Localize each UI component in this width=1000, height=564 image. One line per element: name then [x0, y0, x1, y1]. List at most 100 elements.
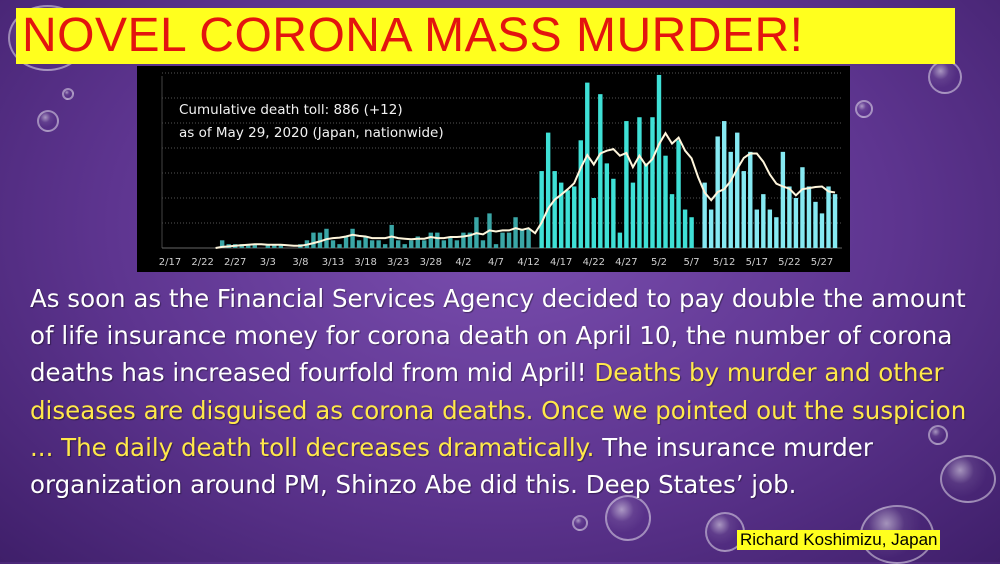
bar-day-40	[428, 232, 433, 248]
bar-day-58	[545, 132, 551, 248]
chart-annotation-date: as of May 29, 2020 (Japan, nationwide)	[179, 125, 444, 141]
bar-day-95	[787, 186, 792, 248]
bar-day-87	[735, 132, 740, 248]
bar-day-88	[741, 171, 746, 248]
bar-day-39	[422, 240, 427, 248]
bubble-decoration	[572, 515, 588, 531]
bar-day-42	[441, 240, 447, 248]
bar-day-51	[500, 232, 505, 248]
bar-day-80	[689, 217, 694, 248]
x-tick-label: 2/17	[159, 257, 181, 268]
bar-day-43	[448, 236, 453, 248]
bar-day-82	[702, 182, 707, 248]
x-tick-label: 5/17	[746, 257, 768, 268]
chart-panel: 2/17 2/22 2/27 3/3 3/8 3/13 3/18 3/23 3/28 4/2 4/7…	[137, 66, 850, 272]
bar-day-44	[454, 240, 460, 248]
daily-deaths-chart: 2/17 2/22 2/27 3/3 3/8 3/13 3/18 3/23 3/28 4/2 4/7…	[159, 72, 842, 268]
bar-day-100	[819, 213, 825, 248]
x-tick-label: 2/27	[224, 257, 246, 268]
x-tick-label: 3/23	[387, 257, 409, 268]
x-tick-label: 2/22	[191, 257, 213, 268]
bar-day-25	[330, 240, 336, 248]
bar-day-35	[396, 240, 401, 248]
bar-day-76	[663, 155, 668, 248]
body-text-highlight: Deaths by murder and other diseases are …	[30, 358, 967, 462]
bar-day-31	[369, 240, 375, 248]
body-paragraph: As soon as the Financial Services Agency…	[30, 280, 970, 503]
bar-day-68	[611, 178, 616, 248]
bar-day-33	[382, 244, 388, 248]
x-tick-label: 5/12	[713, 257, 735, 268]
bar-day-27	[343, 236, 349, 248]
bar-day-55	[526, 228, 531, 248]
x-tick-label: 3/28	[420, 257, 442, 268]
bar-day-29	[356, 240, 362, 248]
bar-day-12	[246, 244, 251, 248]
bar-day-86	[728, 151, 733, 248]
bar-day-16	[272, 244, 277, 248]
chart-annotation-total: Cumulative death toll: 886 (+12)	[179, 102, 403, 118]
bar-day-71	[630, 182, 636, 248]
bar-day-78	[676, 140, 681, 248]
bar-day-99	[813, 201, 818, 248]
bar-day-36	[402, 244, 407, 248]
bar-day-62	[572, 186, 577, 248]
x-tick-label: 4/12	[517, 257, 539, 268]
x-tick-label: 5/7	[684, 257, 700, 268]
bar-day-93	[774, 217, 779, 248]
bar-day-102	[832, 194, 838, 248]
bar-day-96	[793, 198, 799, 248]
bar-day-17	[278, 244, 284, 248]
bar-day-57	[539, 171, 544, 248]
bar-day-72	[637, 117, 642, 248]
bar-day-92	[767, 209, 773, 248]
bar-day-66	[598, 94, 603, 249]
bar-day-22	[311, 232, 316, 248]
bar-day-98	[806, 186, 812, 248]
bar-day-70	[624, 121, 629, 248]
bar-day-54	[519, 228, 525, 248]
bar-day-41	[435, 232, 440, 248]
x-tick-label: 4/22	[583, 257, 605, 268]
bar-day-45	[461, 232, 466, 248]
bar-day-46	[467, 232, 473, 248]
author-signature: Richard Koshimizu, Japan	[737, 530, 941, 550]
bar-day-69	[617, 232, 623, 248]
bar-day-91	[761, 194, 766, 248]
bar-day-32	[376, 240, 381, 248]
bar-day-65	[591, 198, 596, 248]
x-tick-label: 5/22	[778, 257, 800, 268]
bar-day-97	[800, 167, 805, 248]
x-tick-label: 4/2	[455, 257, 471, 268]
bar-day-48	[480, 240, 486, 248]
x-tick-label: 3/3	[260, 257, 276, 268]
bubble-decoration	[605, 495, 651, 541]
bar-day-75	[656, 74, 662, 248]
bubble-decoration	[940, 455, 996, 503]
bubble-decoration	[928, 425, 948, 445]
bar-day-90	[754, 209, 759, 248]
bar-day-38	[415, 236, 420, 248]
bar-day-63	[578, 140, 583, 248]
bar-day-15	[265, 244, 270, 248]
bar-day-28	[350, 228, 355, 248]
bar-day-37	[409, 240, 414, 248]
bar-day-30	[363, 236, 368, 248]
bar-day-13	[252, 244, 257, 248]
bubble-decoration	[855, 100, 873, 118]
bar-day-52	[506, 232, 512, 248]
x-tick-label: 4/27	[615, 257, 637, 268]
bar-day-79	[682, 209, 688, 248]
bar-day-23	[317, 232, 323, 248]
bubble-decoration	[37, 110, 59, 132]
moving-average-line	[215, 131, 836, 249]
bubble-decoration	[928, 60, 962, 94]
bar-day-53	[513, 217, 518, 248]
x-tick-label: 5/27	[811, 257, 833, 268]
bar-day-89	[748, 151, 753, 248]
x-tick-label: 3/8	[292, 257, 308, 268]
bar-day-94	[780, 151, 786, 248]
bar-day-85	[722, 121, 727, 248]
x-tick-label: 4/7	[488, 257, 504, 268]
bar-day-74	[650, 117, 655, 248]
